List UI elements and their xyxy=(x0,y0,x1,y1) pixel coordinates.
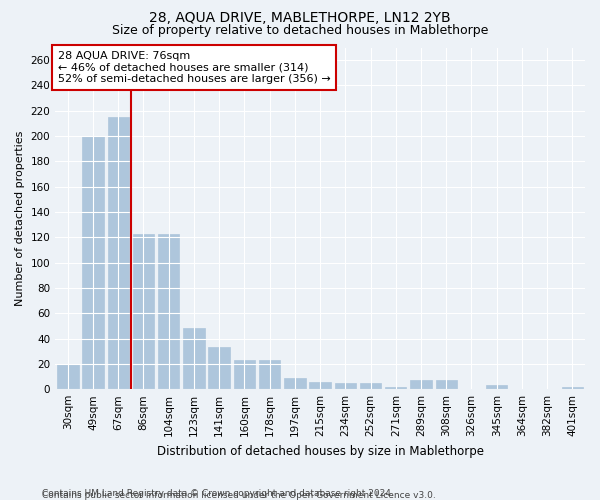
Bar xyxy=(57,364,79,389)
Bar xyxy=(233,360,255,389)
Bar xyxy=(410,380,432,389)
Text: Size of property relative to detached houses in Mablethorpe: Size of property relative to detached ho… xyxy=(112,24,488,37)
Y-axis label: Number of detached properties: Number of detached properties xyxy=(15,130,25,306)
Text: Contains public sector information licensed under the Open Government Licence v3: Contains public sector information licen… xyxy=(42,491,436,500)
Text: 28, AQUA DRIVE, MABLETHORPE, LN12 2YB: 28, AQUA DRIVE, MABLETHORPE, LN12 2YB xyxy=(149,11,451,25)
Bar xyxy=(259,360,280,389)
Bar xyxy=(107,117,129,389)
Bar xyxy=(486,386,508,389)
Bar xyxy=(310,382,331,389)
Bar xyxy=(436,380,457,389)
Bar xyxy=(385,386,406,389)
Bar xyxy=(284,378,305,389)
Bar xyxy=(158,234,179,389)
Bar xyxy=(208,348,230,389)
Bar xyxy=(82,136,104,389)
X-axis label: Distribution of detached houses by size in Mablethorpe: Distribution of detached houses by size … xyxy=(157,444,484,458)
Bar xyxy=(133,234,154,389)
Bar xyxy=(183,328,205,389)
Text: 28 AQUA DRIVE: 76sqm
← 46% of detached houses are smaller (314)
52% of semi-deta: 28 AQUA DRIVE: 76sqm ← 46% of detached h… xyxy=(58,51,331,84)
Text: Contains HM Land Registry data © Crown copyright and database right 2024.: Contains HM Land Registry data © Crown c… xyxy=(42,488,394,498)
Bar xyxy=(562,386,583,389)
Bar xyxy=(335,383,356,389)
Bar xyxy=(360,383,381,389)
